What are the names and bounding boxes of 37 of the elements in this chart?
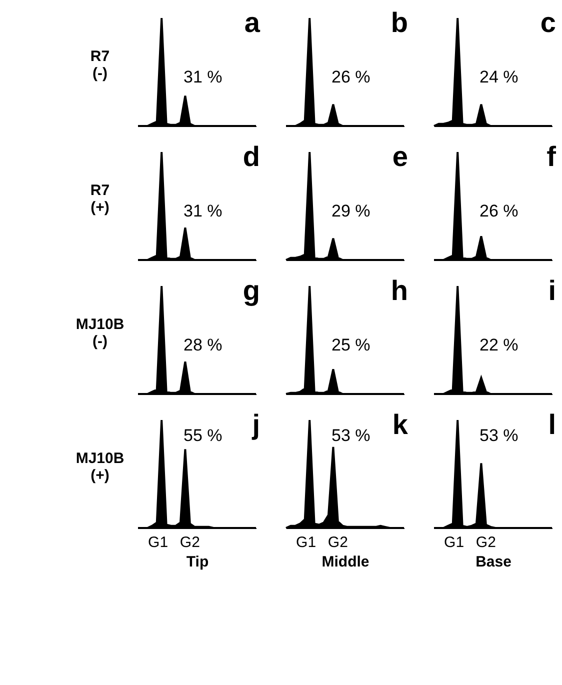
y-axis-title: MJ10B (+) (76, 450, 124, 484)
chart-title: g (242, 275, 260, 306)
annotation: 25 % (332, 335, 370, 354)
chart-title: a (244, 7, 260, 38)
chart-title: h (390, 275, 408, 306)
text: G2 (328, 534, 348, 551)
annotation: 28 % (184, 335, 222, 354)
y-axis-title: R7 (+) (90, 182, 110, 216)
chart-title: c (540, 7, 556, 38)
chart-title: j (251, 409, 260, 440)
annotation: 31 % (184, 67, 222, 86)
annotation: 26 % (332, 67, 370, 86)
annotation: 29 % (332, 201, 370, 220)
chart-title: d (242, 141, 260, 172)
chart-title: i (548, 275, 556, 306)
chart-title: k (392, 409, 408, 440)
chart-title: e (392, 141, 408, 172)
text: G1 (296, 534, 316, 551)
annotation: 22 % (480, 335, 518, 354)
annotation: 26 % (480, 201, 518, 220)
text: G2 (180, 534, 200, 551)
annotation: 53 % (480, 426, 518, 446)
annotation: 53 % (332, 426, 370, 446)
y-axis-title: MJ10B (-) (76, 316, 124, 350)
annotation: 55 % (184, 426, 222, 446)
x-axis-title: Tip (186, 554, 209, 570)
chart-title: l (548, 409, 556, 440)
text: G1 (148, 534, 168, 551)
annotation: 24 % (480, 67, 518, 86)
chart-title: f (546, 141, 557, 172)
text: G1 (444, 534, 464, 551)
y-axis-title: R7 (-) (90, 48, 110, 82)
text: G2 (476, 534, 496, 551)
chart-title: b (390, 7, 408, 38)
x-axis-title: Middle (322, 554, 370, 570)
x-axis-title: Base (476, 554, 512, 570)
annotation: 31 % (184, 201, 222, 220)
